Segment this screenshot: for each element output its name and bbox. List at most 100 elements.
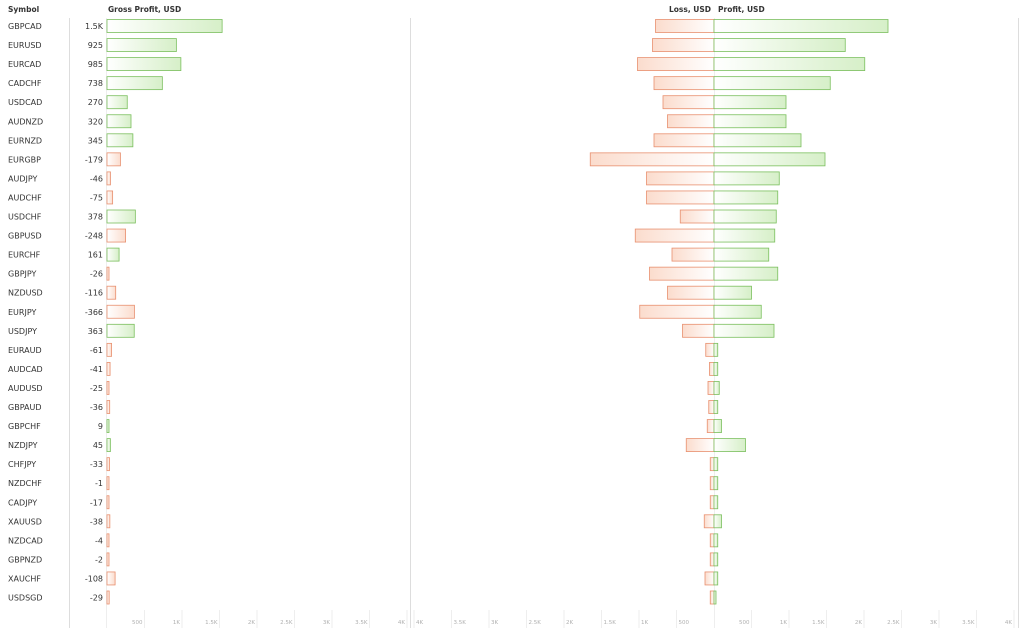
symbol-label: NZDJPY — [8, 441, 38, 450]
gross-profit-bar — [106, 19, 223, 33]
gross-profit-bar — [106, 419, 110, 433]
gross-value-label: -75 — [90, 193, 103, 202]
gross-profit-bar — [106, 438, 111, 453]
gross-profit-bar — [106, 533, 110, 548]
loss-tick-label: 1.5K — [604, 620, 617, 626]
gross-profit-bar — [106, 76, 163, 91]
profit-bar — [713, 552, 719, 567]
gross-value-label: -17 — [90, 498, 103, 507]
profit-bar — [713, 342, 719, 357]
gross-value-label: 1.5K — [85, 22, 104, 31]
gross-value-label: -116 — [85, 289, 103, 298]
gross-value-label: 985 — [88, 60, 103, 69]
loss-bar — [667, 285, 715, 300]
symbol-label: CADCHF — [8, 79, 42, 88]
symbol-label: AUDCAD — [8, 365, 43, 374]
profit-bar — [713, 476, 719, 491]
symbol-label: GBPCHF — [8, 422, 41, 431]
loss-tick-label: 2.5K — [529, 620, 542, 626]
symbol-label: EURUSD — [8, 41, 42, 50]
profit-tick-label: 4K — [1005, 620, 1012, 626]
loss-bar — [646, 190, 715, 205]
loss-header: Loss, USD — [669, 5, 711, 14]
gross-tick-label: 1.5K — [205, 620, 218, 626]
profit-header: Profit, USD — [718, 5, 765, 14]
gross-value-label: -4 — [95, 536, 103, 545]
loss-tick-label: 3K — [491, 620, 498, 626]
loss-bar — [704, 571, 715, 586]
profit-tick-label: 2K — [855, 620, 862, 626]
bars — [106, 19, 889, 605]
gross-profit-bar — [106, 304, 135, 319]
gross-value-label: -1 — [95, 479, 103, 488]
gross-tick-label: 500 — [132, 620, 143, 626]
gross-value-label: -46 — [90, 174, 103, 183]
gross-profit-bar — [106, 209, 136, 224]
symbol-label: GBPAUD — [8, 403, 42, 412]
symbol-label: CADJPY — [8, 498, 37, 507]
gross-profit-bar — [106, 457, 110, 472]
gross-profit-bar — [106, 152, 121, 167]
gross-profit-bar — [106, 552, 110, 567]
profit-bar — [713, 266, 779, 281]
profit-bar — [713, 381, 720, 395]
symbol-label: USDCHF — [8, 213, 42, 222]
gross-value-label: 45 — [93, 441, 103, 450]
loss-bar — [707, 381, 715, 395]
gross-value-label: -33 — [90, 460, 103, 469]
symbol-label: EURGBP — [8, 155, 41, 164]
profit-bar — [713, 495, 719, 510]
profit-bar — [713, 247, 770, 262]
gross-profit-bar — [106, 190, 114, 205]
loss-bar — [706, 419, 715, 433]
loss-bar — [667, 114, 715, 129]
symbol-label: NZDUSD — [8, 289, 43, 298]
profit-bar — [713, 457, 719, 472]
symbol-label: XAUUSD — [8, 517, 42, 526]
loss-bar — [649, 266, 715, 281]
loss-bar — [646, 171, 715, 186]
profit-bar — [713, 152, 826, 167]
symbol-label: NZDCHF — [8, 479, 42, 488]
gross-tick-label: 3.5K — [355, 620, 368, 626]
gross-value-label: 161 — [88, 251, 103, 260]
profit-bar — [713, 419, 722, 433]
profit-tick-label: 3.5K — [962, 620, 975, 626]
profit-bar — [713, 533, 719, 548]
symbol-label: CHFJPY — [8, 460, 36, 469]
gross-profit-bar — [106, 171, 111, 186]
symbol-label: AUDUSD — [8, 384, 43, 393]
gross-profit-bar — [106, 342, 112, 357]
gross-value-label: -36 — [90, 403, 103, 412]
loss-bar — [679, 209, 715, 224]
profit-tick-label: 1K — [780, 620, 787, 626]
gross-profit-bar — [106, 114, 132, 129]
gross-profit-bar — [106, 228, 127, 243]
profit-bar — [713, 514, 722, 529]
gross-profit-bar — [106, 57, 182, 71]
gross-profit-bar — [106, 285, 117, 300]
gross-value-label: 738 — [88, 79, 103, 88]
loss-tick-label: 500 — [679, 620, 690, 626]
profit-bar — [713, 323, 775, 338]
loss-bar — [703, 514, 715, 529]
profit-bar — [713, 38, 846, 52]
profit-bar — [713, 19, 889, 33]
loss-bar — [655, 19, 715, 33]
gross-value-label: -25 — [90, 384, 103, 393]
symbol-label: AUDJPY — [8, 174, 37, 183]
gross-value-label: 345 — [88, 136, 103, 145]
profit-bar — [713, 590, 717, 605]
gross-profit-bar — [106, 476, 110, 491]
loss-bar — [709, 457, 715, 472]
gross-value-label: 270 — [88, 98, 103, 107]
profit-bar — [713, 133, 802, 148]
gross-profit-bar — [106, 95, 128, 110]
symbol-label: USDSGD — [8, 594, 43, 603]
symbol-label: EURNZD — [8, 136, 42, 145]
symbol-label: AUDCHF — [8, 193, 42, 202]
loss-bar — [653, 133, 715, 148]
gross-tick-label: 3K — [323, 620, 330, 626]
profit-bar — [713, 304, 762, 319]
loss-bar — [685, 438, 715, 453]
